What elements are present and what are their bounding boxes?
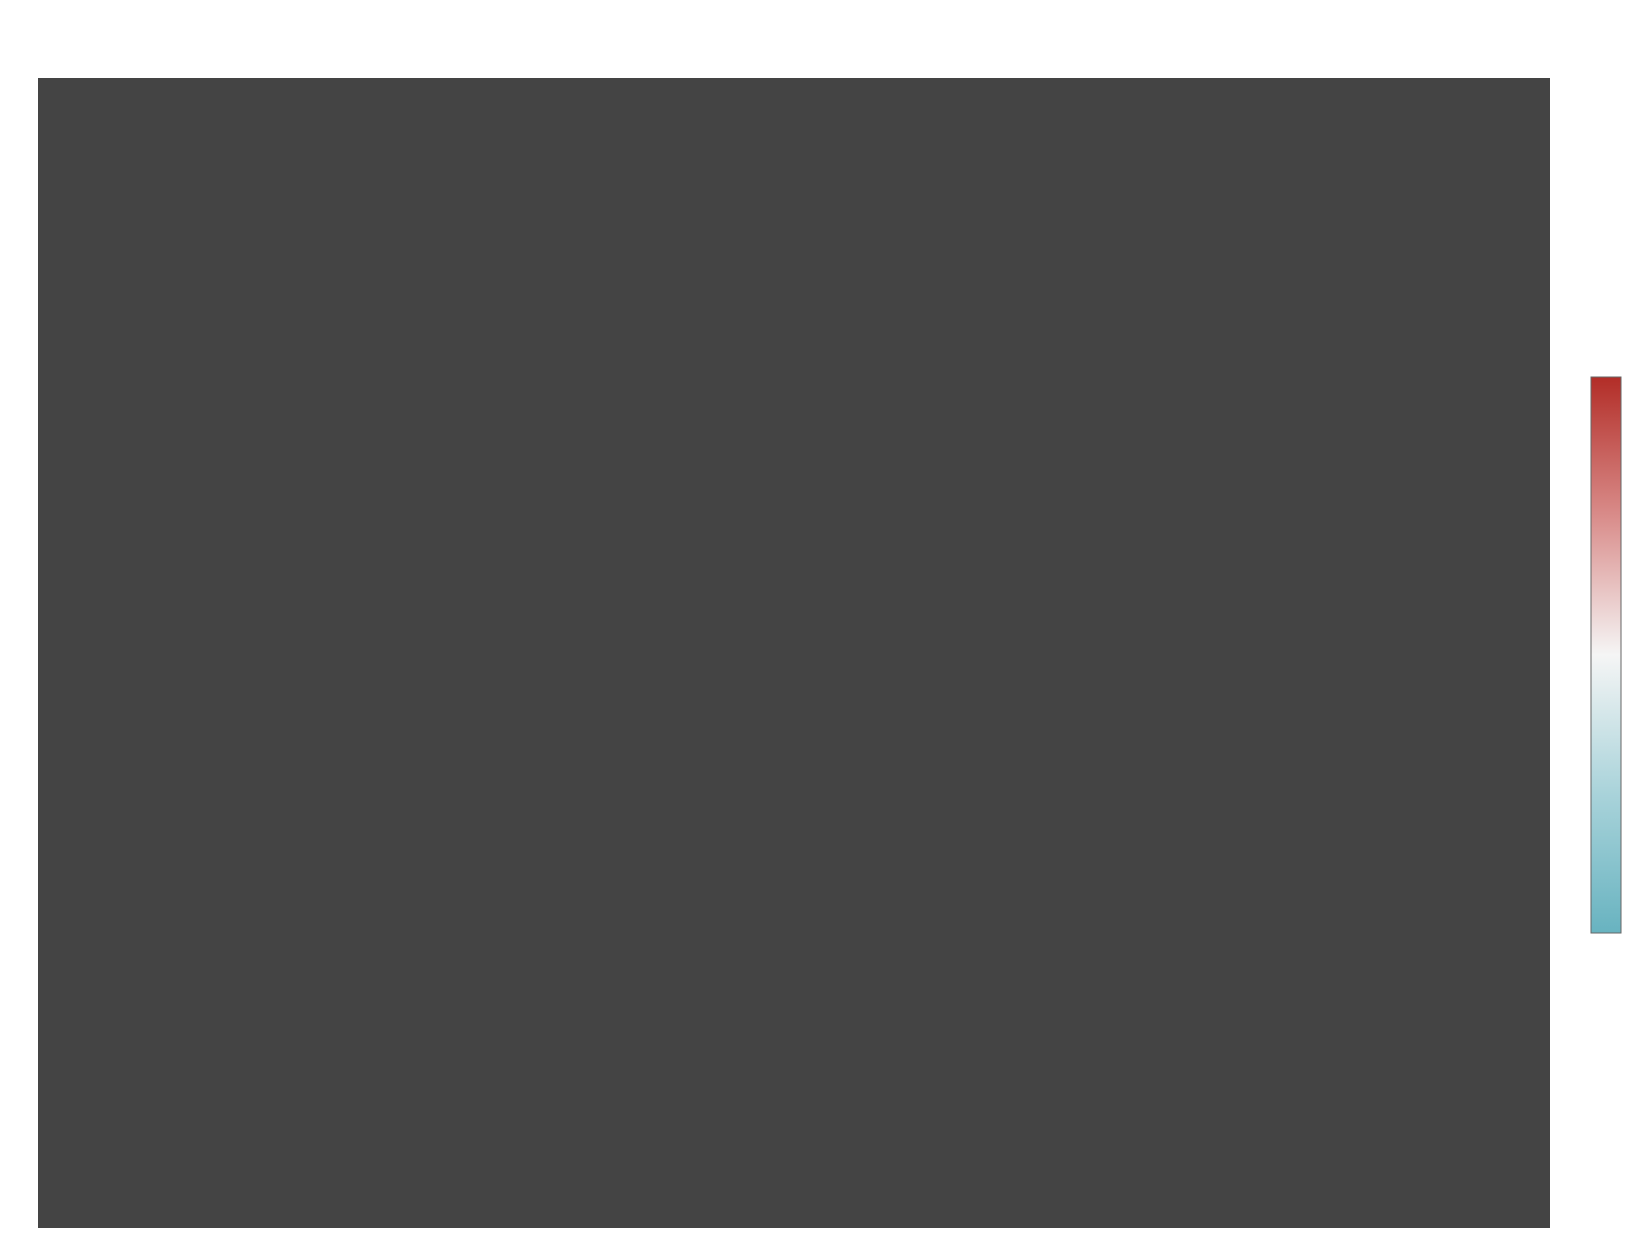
treemap-root-frame — [38, 78, 1550, 1228]
colorbar — [1590, 376, 1622, 934]
